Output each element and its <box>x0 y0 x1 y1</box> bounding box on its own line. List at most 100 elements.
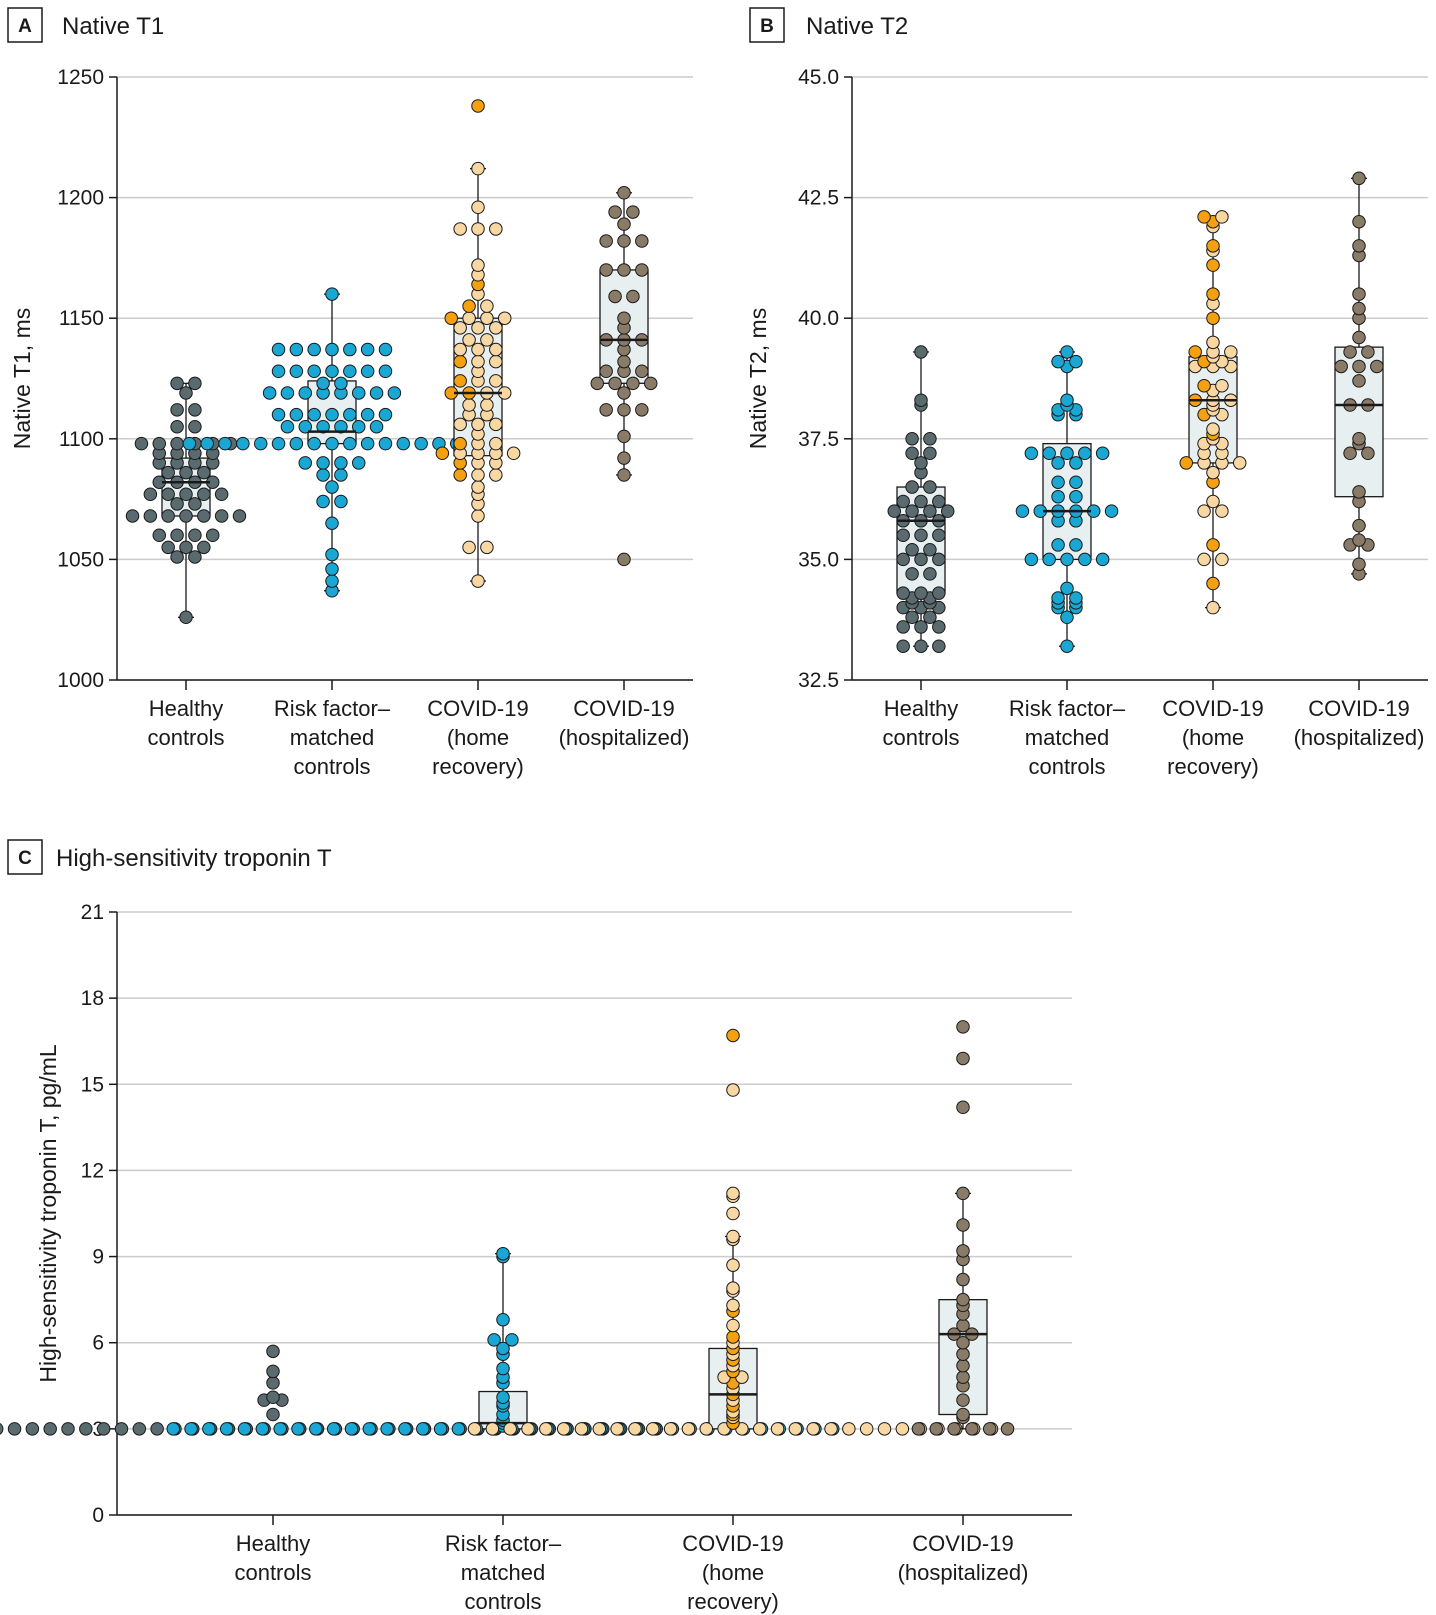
data-point <box>905 567 919 581</box>
data-point <box>96 1422 111 1436</box>
data-point <box>599 364 613 379</box>
data-point <box>132 1422 147 1436</box>
data-point <box>699 1422 714 1436</box>
data-point <box>489 374 503 388</box>
data-point <box>343 407 357 422</box>
data-point <box>307 407 321 422</box>
data-point <box>351 456 366 470</box>
series-3 <box>1179 210 1247 615</box>
data-point <box>325 480 339 494</box>
data-point <box>914 393 928 407</box>
data-point <box>617 451 631 465</box>
data-point <box>923 567 937 581</box>
data-point <box>923 610 937 625</box>
data-point <box>480 398 494 412</box>
x-tick-label: recovery) <box>687 1589 779 1614</box>
data-point <box>1078 552 1092 567</box>
data-point <box>1060 393 1074 407</box>
data-point <box>1206 239 1220 253</box>
data-point <box>1060 552 1074 567</box>
data-point <box>471 417 485 432</box>
x-tick-label: matched <box>1025 725 1109 750</box>
panel-letter: B <box>760 16 774 37</box>
y-tick-label: 40.0 <box>798 307 839 330</box>
data-point <box>25 1422 40 1436</box>
data-point <box>726 1318 740 1333</box>
x-tick-label: Risk factor– <box>274 696 391 721</box>
data-point <box>255 1422 270 1436</box>
data-point <box>842 1422 856 1436</box>
data-point <box>1060 345 1074 359</box>
data-point <box>489 436 503 451</box>
data-point <box>489 468 503 482</box>
data-point <box>956 1335 970 1350</box>
data-point <box>214 487 229 502</box>
data-point <box>398 1422 412 1436</box>
data-point <box>956 1186 970 1201</box>
data-point <box>378 436 393 451</box>
data-point <box>1215 210 1229 224</box>
data-point <box>956 1272 970 1287</box>
data-point <box>1352 330 1366 345</box>
data-point <box>179 386 193 400</box>
x-tick-label: Healthy <box>884 696 959 721</box>
data-point <box>326 1422 341 1436</box>
data-point <box>914 528 928 543</box>
data-point <box>824 1422 838 1436</box>
panel-a: A Native T1 1000 1050 1100 1150 1200 1250 Native… <box>7 7 693 779</box>
series-3 <box>467 1028 999 1436</box>
data-point <box>325 516 339 530</box>
data-point <box>617 386 631 400</box>
data-point <box>608 205 622 219</box>
data-point <box>1361 345 1375 359</box>
data-point <box>170 403 184 417</box>
data-point <box>617 354 631 369</box>
data-point <box>43 1422 57 1436</box>
x-tick-label: COVID-19 <box>573 696 674 721</box>
data-point <box>905 610 919 625</box>
data-point <box>806 1422 820 1436</box>
data-point <box>435 446 450 461</box>
data-point <box>617 468 631 482</box>
y-tick-label: 6 <box>92 1332 104 1355</box>
x-tick-label: (home <box>447 725 509 750</box>
data-point <box>360 364 375 379</box>
data-point <box>188 376 202 391</box>
x-tick-label: recovery) <box>432 754 524 779</box>
y-tick-label: 45.0 <box>798 66 839 89</box>
data-point <box>1069 456 1083 470</box>
data-point <box>1024 552 1039 567</box>
x-tick-label: Risk factor– <box>445 1531 562 1556</box>
data-point <box>214 509 229 523</box>
data-point <box>462 299 476 313</box>
data-point <box>271 364 286 379</box>
data-point <box>316 376 330 391</box>
series-4 <box>1334 171 1384 581</box>
y-tick-label: 1050 <box>57 548 104 571</box>
data-point <box>1051 591 1065 605</box>
data-point <box>1352 432 1366 446</box>
data-point <box>1206 538 1220 552</box>
data-point <box>179 610 193 625</box>
y-tick-label: 1150 <box>59 307 104 330</box>
data-point <box>599 403 613 417</box>
data-point <box>143 487 158 502</box>
data-point <box>1352 374 1366 388</box>
data-point <box>965 1422 979 1436</box>
data-point <box>1060 610 1074 625</box>
series-2 <box>182 287 482 598</box>
panel-letter: A <box>18 16 32 37</box>
data-point <box>0 1422 4 1435</box>
data-point <box>170 528 184 543</box>
y-tick-label: 37.5 <box>798 428 839 451</box>
data-point <box>369 419 384 434</box>
data-point <box>387 386 402 400</box>
data-point <box>1352 557 1366 571</box>
data-point <box>298 386 313 400</box>
data-point <box>610 1422 624 1436</box>
panel-letter: C <box>18 848 32 869</box>
data-point <box>114 1422 129 1436</box>
x-tick-label: controls <box>293 754 370 779</box>
data-point <box>378 407 393 422</box>
data-point <box>125 509 140 523</box>
